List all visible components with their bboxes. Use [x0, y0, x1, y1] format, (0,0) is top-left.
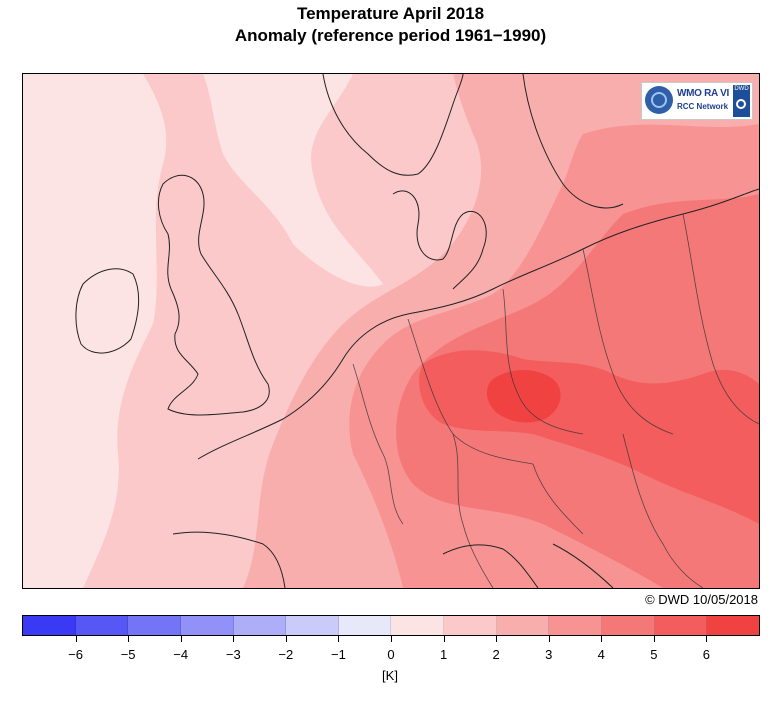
color-scale-tick-label: −2 — [278, 647, 294, 662]
dwd-badge-text: DWD — [734, 86, 749, 92]
color-scale-segment — [338, 616, 392, 635]
color-scale-tick — [233, 636, 235, 642]
color-scale-tick-label: −6 — [68, 647, 83, 662]
wmo-globe-icon — [645, 86, 673, 114]
color-scale-tick-label: −4 — [173, 647, 189, 662]
map-subtitle: Anomaly (reference period 1961−1990) — [234, 26, 547, 45]
color-scale-tick-label: −1 — [331, 647, 346, 662]
color-scale-segment — [391, 616, 445, 635]
color-scale-tick-label: −3 — [225, 647, 241, 662]
color-scale-tick-label: 6 — [702, 647, 711, 662]
color-scale-tick — [601, 636, 603, 642]
color-scale-tick — [128, 636, 130, 642]
wmo-rcc-logo: WMO RA VI RCC Network DWD — [641, 82, 753, 120]
color-scale-segment — [654, 616, 708, 635]
anomaly-map: WMO RA VI RCC Network DWD — [22, 73, 760, 589]
color-scale-segment — [233, 616, 287, 635]
color-scale-segment — [602, 616, 655, 635]
color-scale-segment — [444, 616, 497, 635]
color-scale-tick — [653, 636, 655, 642]
dwd-swirl-icon — [736, 99, 746, 109]
color-scale-tick — [496, 636, 498, 642]
borders — [352, 213, 759, 588]
color-scale-tick-label: 4 — [597, 647, 605, 662]
color-scale-bar — [22, 615, 760, 636]
color-scale-unit: [K] — [382, 668, 398, 683]
map-title: Temperature April 2018 — [296, 4, 485, 23]
color-scale-tick — [338, 636, 340, 642]
color-scale-segment — [286, 616, 339, 635]
color-scale-segment — [549, 616, 603, 635]
coastlines — [75, 74, 759, 588]
zone-6-plus — [486, 369, 561, 423]
color-scale-tick — [706, 636, 708, 642]
color-scale-segment — [180, 616, 234, 635]
logo-line2: RCC Network — [677, 102, 729, 111]
color-scale-tick-label: 5 — [650, 647, 658, 662]
color-scale-tick-label: 1 — [439, 647, 448, 662]
color-scale-tick — [548, 636, 550, 642]
color-scale-segment — [707, 616, 759, 635]
map-canvas — [23, 74, 759, 588]
color-scale-segment — [75, 616, 129, 635]
color-scale-tick — [443, 636, 445, 642]
color-scale-segment — [128, 616, 181, 635]
color-scale-tick-label: 0 — [387, 647, 395, 662]
color-scale-tick — [391, 636, 392, 642]
color-scale-tick-label: 2 — [492, 647, 500, 662]
zone-0-1-north — [203, 74, 383, 287]
color-scale-tick — [180, 636, 182, 642]
dwd-badge: DWD — [733, 85, 750, 117]
color-scale-tick — [75, 636, 77, 642]
logo-line1: WMO RA VI — [677, 88, 729, 99]
copyright-notice: © DWD 10/05/2018 — [645, 592, 758, 607]
color-scale-tick — [285, 636, 287, 642]
color-scale-segment — [23, 616, 76, 635]
color-scale-segment — [496, 616, 550, 635]
color-scale-tick-label: 3 — [545, 647, 553, 662]
color-scale-tick-label: −5 — [120, 647, 136, 662]
